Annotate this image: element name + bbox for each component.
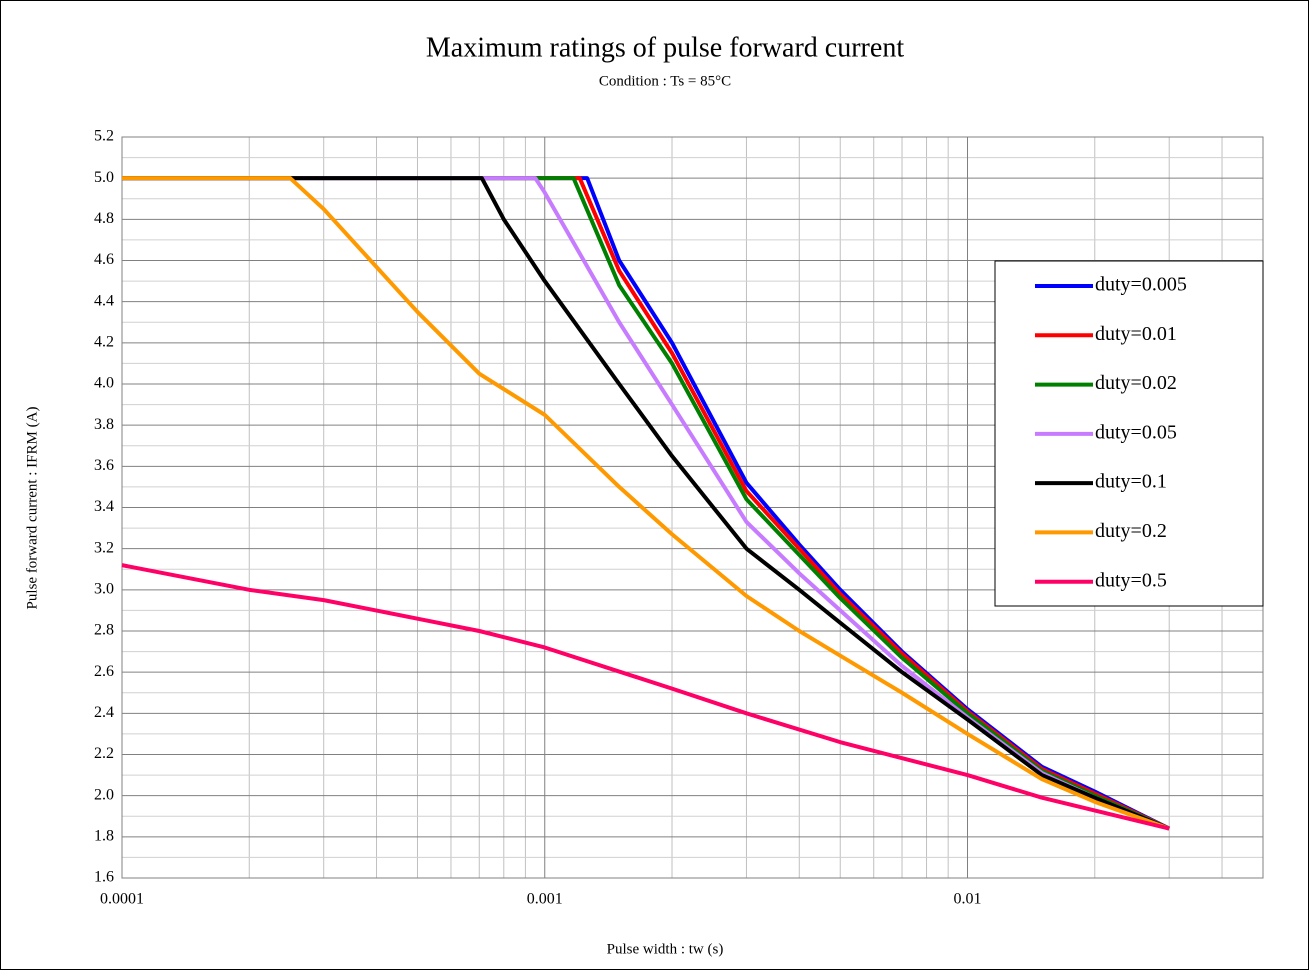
- y-tick-label: 3.4: [94, 498, 114, 515]
- y-tick-label: 2.0: [94, 786, 114, 803]
- y-tick-label: 2.6: [94, 663, 114, 680]
- chart-title: Maximum ratings of pulse forward current: [426, 32, 904, 63]
- y-tick-label: 4.8: [94, 210, 114, 227]
- legend-label: duty=0.005: [1095, 274, 1187, 296]
- legend-label: duty=0.1: [1095, 471, 1167, 493]
- y-tick-label: 4.2: [94, 334, 114, 351]
- series-line: [122, 176, 1170, 831]
- y-tick-label: 2.2: [94, 745, 114, 762]
- y-axis-label: Pulse forward current : IFRM (A): [24, 407, 40, 610]
- legend-label: duty=0.01: [1095, 323, 1177, 345]
- y-tick-label: 5.2: [94, 128, 114, 145]
- x-tick-label: 0.001: [527, 891, 563, 908]
- y-tick-label: 4.4: [94, 292, 114, 309]
- y-tick-label: 1.8: [94, 828, 114, 845]
- series-line: [121, 563, 1170, 831]
- y-tick-label: 3.6: [94, 457, 114, 474]
- legend-label: duty=0.02: [1095, 372, 1177, 394]
- legend-label: duty=0.2: [1095, 520, 1167, 542]
- x-axis-label: Pulse width : tw (s): [607, 941, 724, 957]
- y-tick-label: 5.0: [94, 169, 114, 186]
- legend-label: duty=0.05: [1095, 421, 1177, 443]
- y-tick-label: 4.6: [94, 251, 114, 268]
- series-line: [122, 176, 1170, 831]
- y-tick-label: 1.6: [94, 869, 114, 886]
- y-tick-label: 2.4: [94, 704, 114, 721]
- chart-subtitle: Condition : Ts = 85°C: [599, 73, 731, 89]
- y-tick-label: 4.0: [94, 375, 114, 392]
- y-tick-label: 3.2: [94, 539, 114, 556]
- y-tick-label: 3.0: [94, 581, 114, 598]
- x-tick-label: 0.01: [954, 891, 982, 908]
- y-tick-label: 2.8: [94, 622, 114, 639]
- y-tick-label: 3.8: [94, 416, 114, 433]
- x-tick-label: 0.0001: [100, 891, 144, 908]
- legend-label: duty=0.5: [1095, 569, 1167, 591]
